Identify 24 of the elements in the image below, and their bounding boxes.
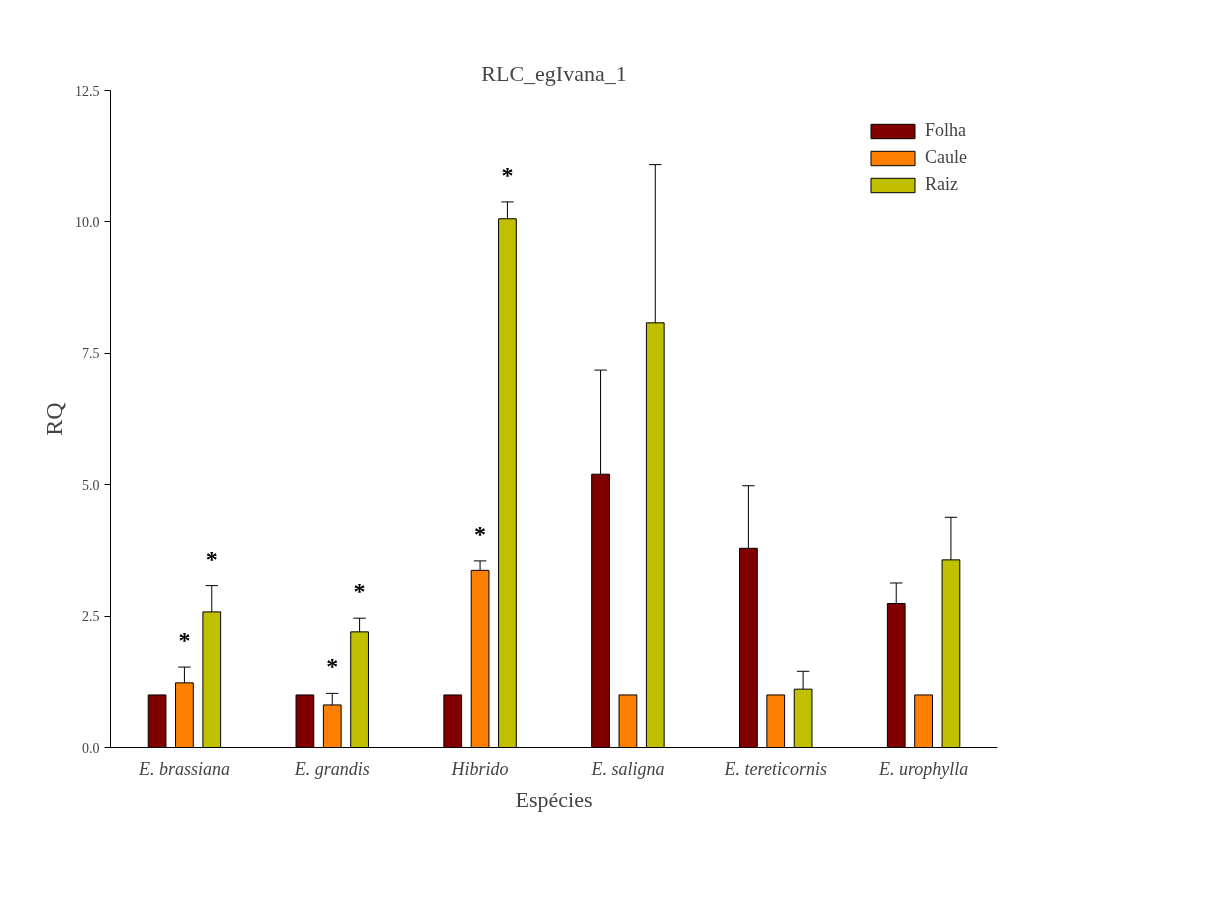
x-tick-label: E. brassiana [137,758,230,779]
data-label: * [501,161,514,188]
x-tick-label: E. tereticornis [723,758,827,779]
x-tick-label: Hibrido [450,758,509,779]
chart-title: RLC_egIvana_1 [481,60,627,86]
y-tick-label: 2.5 [82,609,100,625]
y-tick-label: 0.0 [82,740,100,756]
x-axis-title: Espécies [515,786,593,812]
x-tick-label: E. grandis [293,758,370,779]
x-tick-label: E. saligna [590,758,665,779]
legend-label: Folha [925,120,967,141]
data-label: * [353,578,366,605]
y-axis-title: RQ [41,402,67,436]
data-label: * [326,653,339,680]
legend-label: Caule [925,147,967,168]
legend-label: Raiz [925,174,958,195]
data-label: * [205,545,218,572]
x-tick-label: E. urophylla [877,758,969,779]
data-label: * [178,627,191,654]
y-tick-label: 10.0 [75,214,100,230]
data-label: * [474,520,487,547]
y-tick-label: 12.5 [75,83,100,99]
y-tick-label: 7.5 [82,346,100,362]
y-tick-label: 5.0 [82,477,100,493]
